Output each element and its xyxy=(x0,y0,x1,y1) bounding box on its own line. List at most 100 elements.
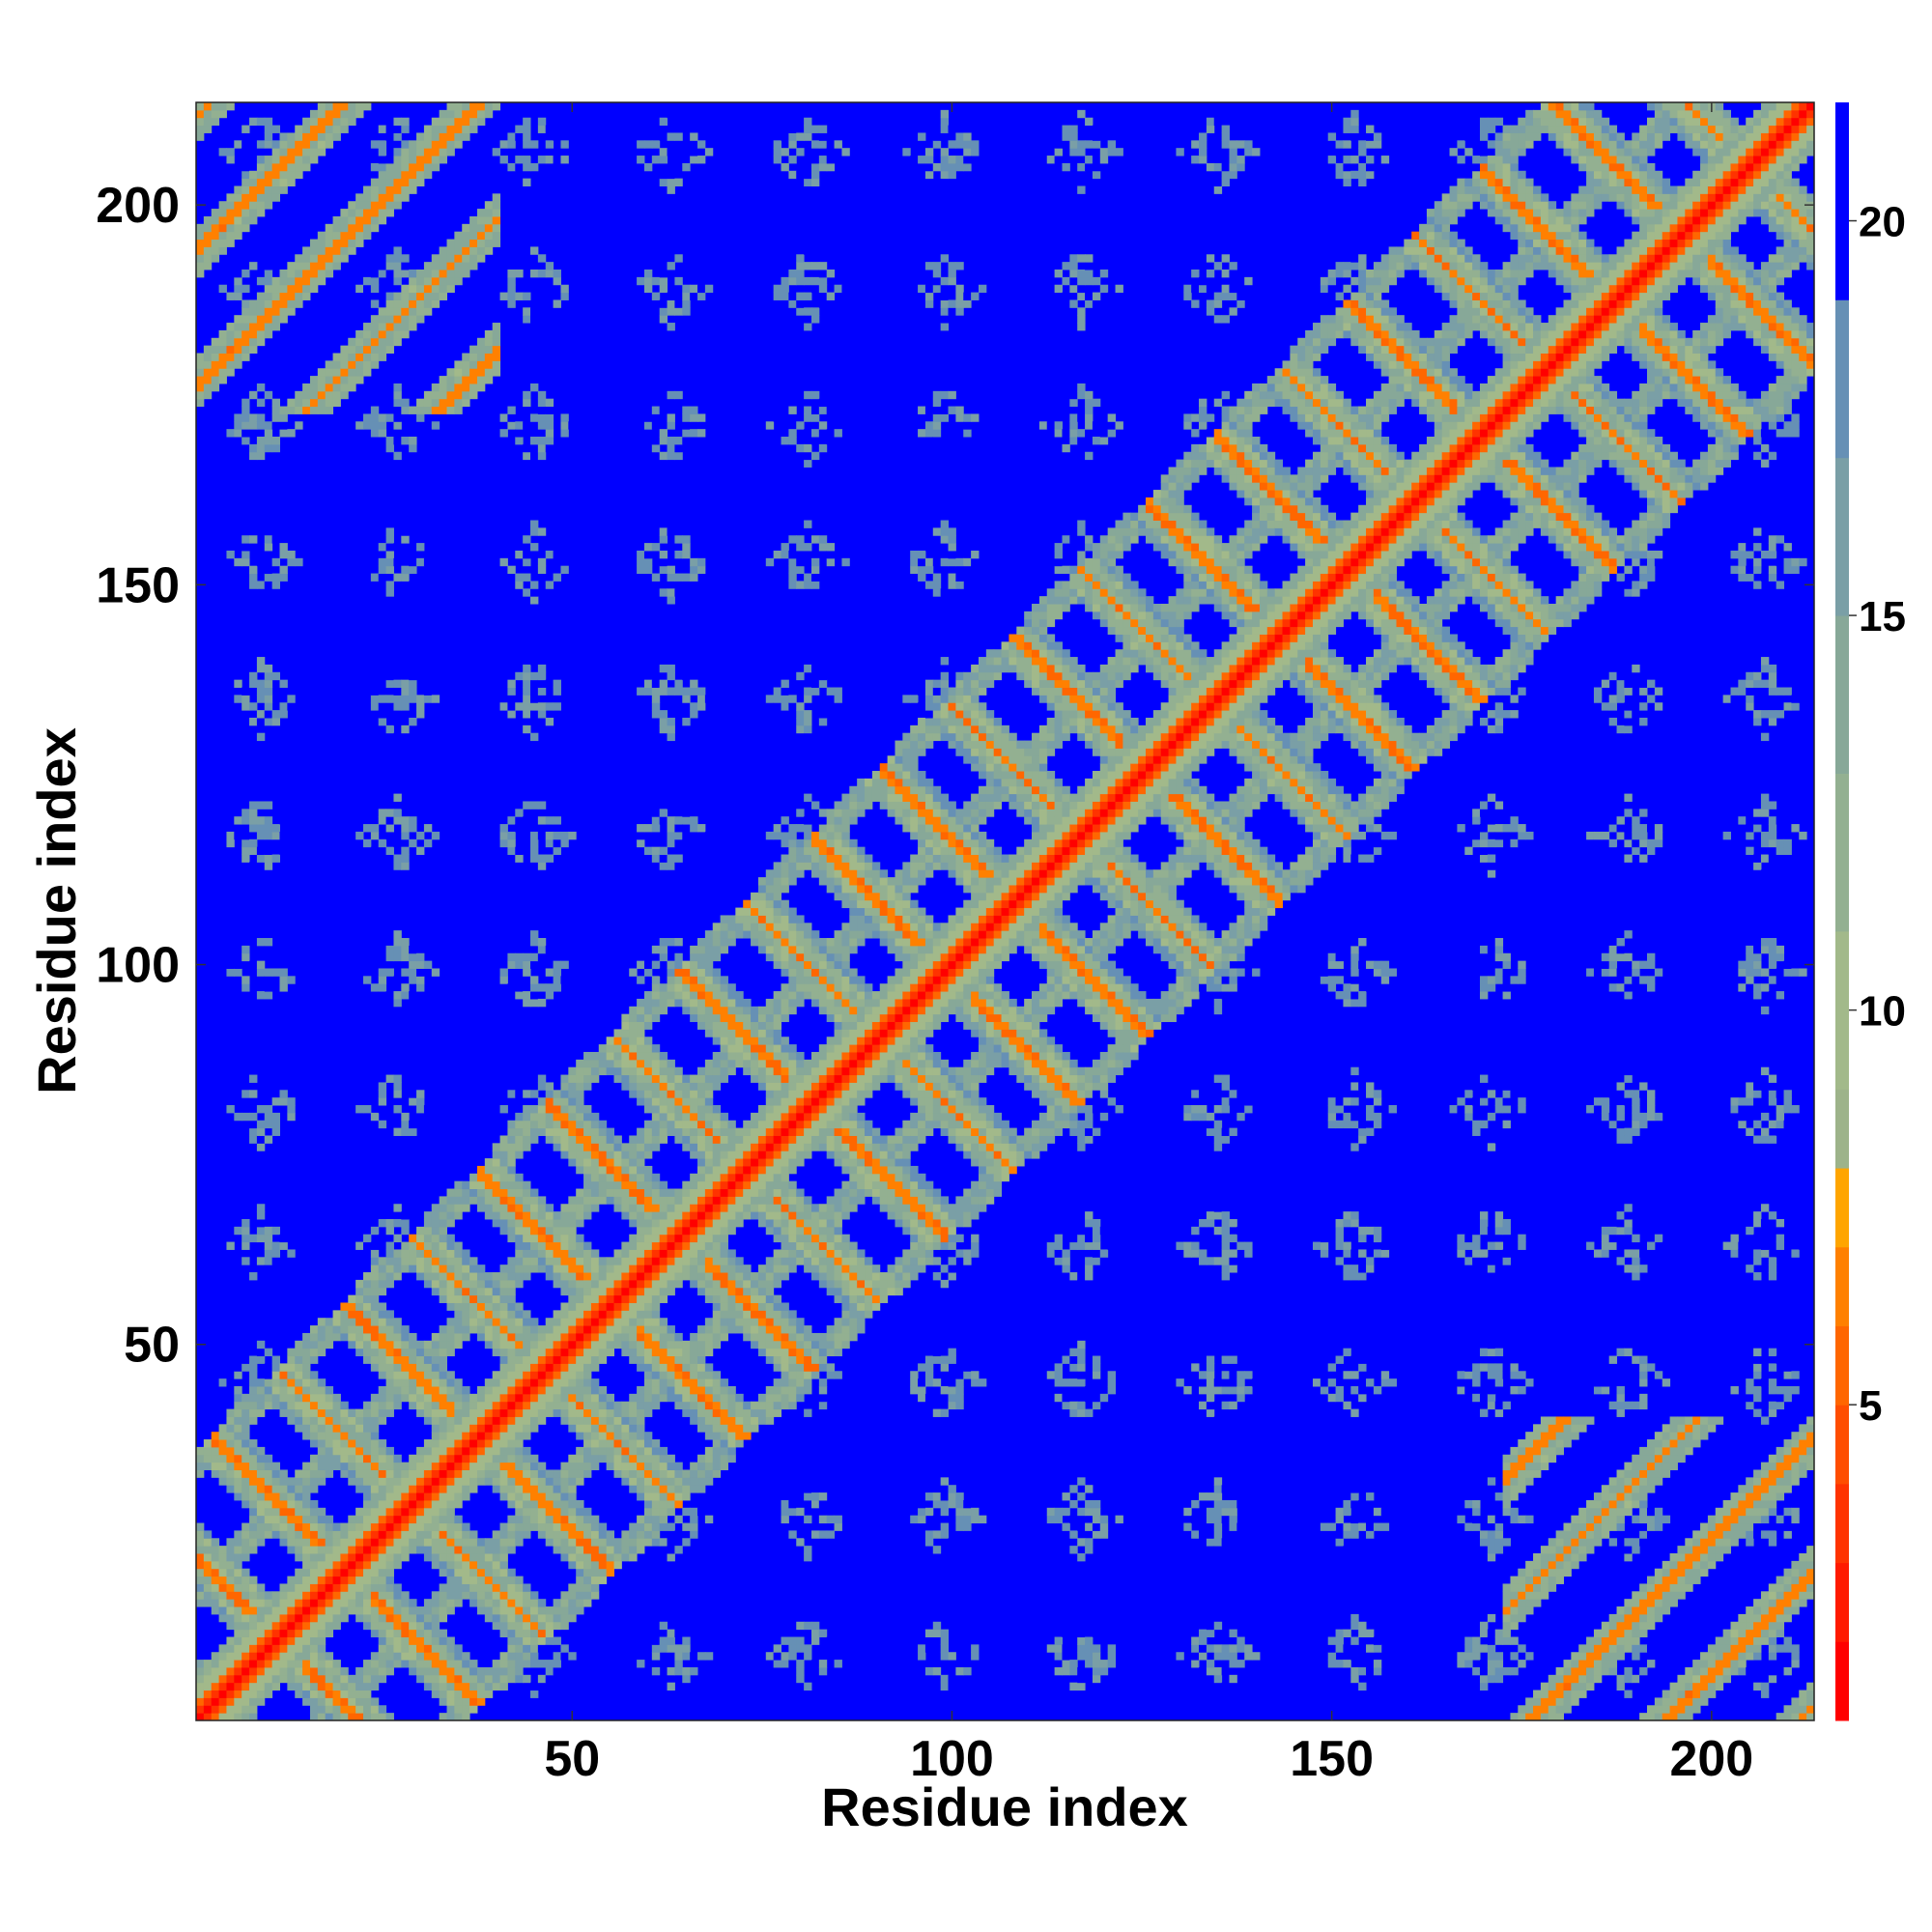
heatmap-cell xyxy=(340,383,349,392)
heatmap-cell xyxy=(515,1522,524,1531)
heatmap-cell xyxy=(643,1173,653,1182)
heatmap-cell xyxy=(462,1287,470,1296)
heatmap-cell xyxy=(446,1553,455,1562)
heatmap-cell xyxy=(712,1294,722,1303)
heatmap-cell xyxy=(226,1432,235,1440)
heatmap-cell xyxy=(385,337,394,347)
heatmap-cell xyxy=(515,1652,524,1661)
heatmap-cell xyxy=(621,1196,630,1205)
heatmap-cell xyxy=(393,976,402,984)
heatmap-cell xyxy=(462,1477,470,1486)
heatmap-cell xyxy=(431,1393,440,1403)
heatmap-cell xyxy=(317,262,327,270)
heatmap-cell xyxy=(355,231,364,241)
heatmap-cell xyxy=(507,565,516,575)
heatmap-cell xyxy=(242,1674,250,1684)
heatmap-cell xyxy=(401,1629,410,1637)
heatmap-cell xyxy=(492,1621,501,1631)
heatmap-cell xyxy=(697,1188,706,1197)
heatmap-cell xyxy=(537,1636,547,1645)
heatmap-cell xyxy=(363,1583,372,1592)
heatmap-cell xyxy=(583,1332,592,1342)
heatmap-cell xyxy=(499,1477,508,1486)
heatmap-cell xyxy=(530,1644,539,1653)
heatmap-cell xyxy=(704,945,714,954)
heatmap-cell xyxy=(295,162,303,172)
heatmap-cell xyxy=(439,1644,447,1653)
heatmap-cell xyxy=(234,1666,242,1676)
heatmap-cell xyxy=(279,307,288,316)
heatmap-cell xyxy=(264,1666,273,1676)
heatmap-cell xyxy=(690,1218,698,1228)
heatmap-cell xyxy=(590,1348,600,1357)
heatmap-cell xyxy=(697,1173,706,1182)
heatmap-cell xyxy=(515,1492,524,1501)
heatmap-cell xyxy=(492,360,501,369)
heatmap-cell xyxy=(583,1151,592,1159)
heatmap-cell xyxy=(409,565,417,575)
heatmap-cell xyxy=(256,679,266,689)
heatmap-cell xyxy=(651,1272,661,1281)
heatmap-cell xyxy=(340,1713,349,1721)
heatmap-cell xyxy=(484,1272,494,1281)
heatmap-cell xyxy=(196,1690,205,1698)
heatmap-cell xyxy=(553,1279,561,1289)
heatmap-cell xyxy=(659,1059,668,1068)
heatmap-cell xyxy=(431,299,440,308)
heatmap-cell xyxy=(659,117,668,127)
heatmap-cell xyxy=(317,1507,327,1517)
heatmap-cell xyxy=(393,1621,402,1631)
heatmap-cell xyxy=(256,276,266,286)
heatmap-cell xyxy=(643,1644,653,1653)
heatmap-cell xyxy=(629,1416,638,1425)
heatmap-cell xyxy=(295,1576,303,1584)
heatmap-cell xyxy=(196,1560,205,1570)
heatmap-cell xyxy=(712,1325,722,1334)
heatmap-cell xyxy=(484,1553,494,1562)
heatmap-cell xyxy=(682,671,691,681)
heatmap-cell xyxy=(643,284,653,294)
heatmap-cell xyxy=(667,998,675,1008)
heatmap-cell xyxy=(370,1446,380,1456)
heatmap-cell xyxy=(401,1515,410,1524)
heatmap-cell xyxy=(271,1499,280,1509)
heatmap-cell xyxy=(378,702,387,711)
heatmap-cell xyxy=(234,1629,242,1637)
heatmap-cell xyxy=(287,276,296,286)
heatmap-cell xyxy=(416,178,425,186)
heatmap-cell xyxy=(317,1538,327,1547)
heatmap-cell xyxy=(545,679,554,689)
heatmap-cell xyxy=(682,816,691,825)
heatmap-cell xyxy=(234,1713,242,1721)
heatmap-cell xyxy=(340,1416,349,1425)
heatmap-cell xyxy=(416,1652,425,1661)
heatmap-cell xyxy=(385,671,394,681)
heatmap-cell xyxy=(256,557,266,567)
heatmap-cell xyxy=(309,246,319,255)
heatmap-cell xyxy=(332,117,341,127)
heatmap-cell xyxy=(537,1393,547,1403)
heatmap-cell xyxy=(583,1066,592,1076)
heatmap-cell xyxy=(317,1713,327,1721)
heatmap-cell xyxy=(325,132,334,141)
heatmap-cell xyxy=(446,1507,455,1517)
heatmap-cell xyxy=(523,557,531,567)
heatmap-cell xyxy=(325,360,334,369)
heatmap-cell xyxy=(325,1560,334,1570)
heatmap-cell xyxy=(446,1439,455,1448)
heatmap-cell xyxy=(256,1393,266,1403)
heatmap-cell xyxy=(568,1538,577,1547)
heatmap-cell xyxy=(317,1530,327,1539)
heatmap-cell xyxy=(416,1674,425,1684)
heatmap-cell xyxy=(355,831,364,840)
heatmap-cell xyxy=(637,1325,645,1334)
heatmap-cell xyxy=(378,1652,387,1661)
heatmap-cell xyxy=(401,1348,410,1357)
heatmap-cell xyxy=(515,1385,524,1395)
heatmap-cell xyxy=(583,1272,592,1281)
heatmap-cell xyxy=(256,1477,266,1486)
heatmap-cell xyxy=(302,1499,311,1509)
heatmap-cell xyxy=(545,1090,554,1098)
heatmap-cell xyxy=(242,421,250,430)
heatmap-cell xyxy=(515,1629,524,1637)
